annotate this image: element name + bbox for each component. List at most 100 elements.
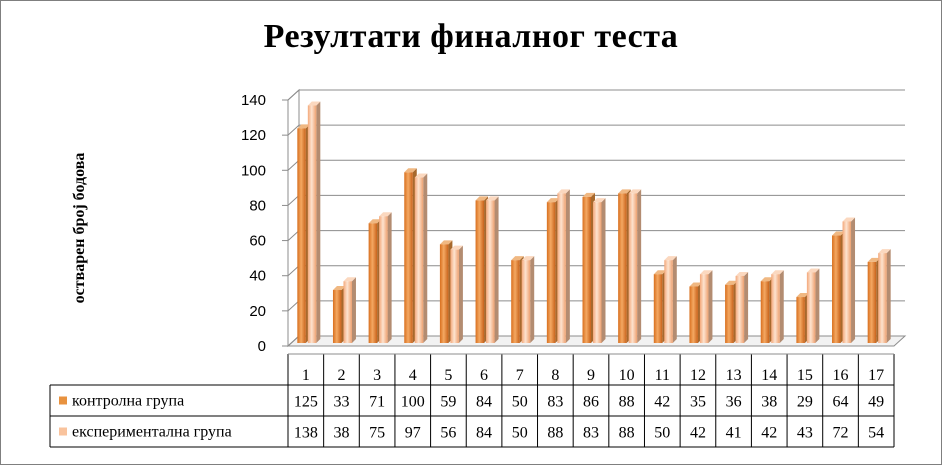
table-value: 88 [619, 425, 635, 442]
y-tick-label: 0 [258, 338, 266, 355]
bar-side [815, 268, 820, 343]
bar-side [494, 196, 499, 343]
category-label: 1 [302, 367, 310, 384]
bar-experimental-5 [450, 245, 463, 343]
table-value: 88 [619, 394, 635, 411]
bar-top [628, 189, 642, 194]
bar-front [379, 216, 388, 343]
bar-top [368, 219, 382, 224]
category-label: 13 [726, 367, 742, 384]
bar-side [423, 173, 428, 343]
category-label: 7 [516, 367, 524, 384]
y-tick-label: 120 [241, 127, 266, 144]
bar-side [886, 249, 891, 343]
table-value: 138 [294, 425, 318, 442]
bar-side [351, 277, 356, 343]
category-label: 4 [409, 367, 417, 384]
bars [297, 101, 891, 343]
table-value: 35 [690, 394, 706, 411]
category-label: 2 [337, 367, 345, 384]
bar-experimental-13 [735, 271, 749, 343]
table-value: 97 [405, 425, 421, 442]
table-value: 56 [440, 425, 456, 442]
bar-top [343, 277, 356, 282]
category-label: 3 [373, 367, 381, 384]
table-value: 38 [333, 425, 349, 442]
y-tick-label: 100 [241, 162, 266, 179]
bar-front [725, 284, 734, 343]
bar-top [582, 192, 595, 197]
category-label: 15 [797, 367, 813, 384]
bar-top [796, 293, 809, 298]
bar-side [316, 101, 321, 343]
bar-front [806, 272, 816, 343]
bar-front [628, 193, 638, 343]
bar-experimental-10 [628, 189, 642, 343]
bar-top [699, 270, 713, 275]
bar-front [878, 253, 887, 343]
bar-top [806, 268, 820, 273]
bar-experimental-1 [307, 101, 321, 343]
bar-front [297, 128, 306, 343]
table-value: 83 [547, 394, 563, 411]
y-tick-label: 60 [249, 233, 266, 250]
table-value: 42 [654, 394, 670, 411]
bar-experimental-11 [664, 256, 677, 343]
bar-front [771, 274, 780, 343]
gridline [287, 124, 905, 136]
bar-front [557, 193, 566, 343]
table-value: 50 [512, 394, 528, 411]
bar-front [832, 235, 841, 343]
bar-front [842, 221, 852, 343]
y-tick-label: 40 [249, 268, 266, 285]
bar-experimental-14 [771, 270, 784, 343]
y-tick-label: 80 [249, 197, 266, 214]
bar-top [842, 217, 856, 222]
bar-experimental-8 [557, 189, 570, 343]
bar-top [689, 282, 702, 287]
bar-top [297, 124, 310, 129]
bar-top [760, 277, 774, 282]
table-value: 84 [476, 425, 492, 442]
bar-top [593, 198, 606, 203]
bar-front [593, 202, 602, 343]
bar-experimental-9 [593, 198, 606, 343]
bar-experimental-2 [343, 277, 356, 343]
table-value: 42 [761, 425, 777, 442]
table-value: 50 [512, 425, 528, 442]
bar-side [744, 271, 749, 343]
bar-experimental-3 [379, 212, 392, 343]
bar-experimental-4 [414, 173, 428, 343]
table-value: 88 [547, 425, 563, 442]
category-label: 11 [655, 367, 670, 384]
bar-front [450, 249, 459, 343]
bar-top [379, 212, 392, 217]
legend-swatch [59, 427, 67, 436]
bar-front [546, 202, 556, 343]
table-value: 72 [833, 425, 849, 442]
category-label: 10 [619, 367, 635, 384]
bar-top [450, 245, 463, 250]
bar-front [439, 244, 449, 343]
table-value: 38 [761, 394, 777, 411]
table-value: 50 [654, 425, 670, 442]
legend-label: контролна група [72, 393, 184, 410]
bar-top [771, 270, 784, 275]
bar-side [672, 256, 677, 343]
table-value: 41 [726, 425, 742, 442]
bar-top [735, 271, 749, 276]
bar-top [511, 256, 524, 261]
table-value: 36 [726, 394, 742, 411]
bar-top [557, 189, 570, 194]
bar-experimental-17 [878, 249, 891, 343]
table-value: 84 [476, 394, 492, 411]
legend-swatch [59, 396, 67, 405]
bar-front [486, 200, 495, 343]
bar-experimental-6 [486, 196, 499, 343]
y-tick-label: 20 [249, 303, 266, 320]
bar-top [486, 196, 499, 201]
bar-top [414, 173, 428, 178]
bar-front [867, 261, 877, 343]
